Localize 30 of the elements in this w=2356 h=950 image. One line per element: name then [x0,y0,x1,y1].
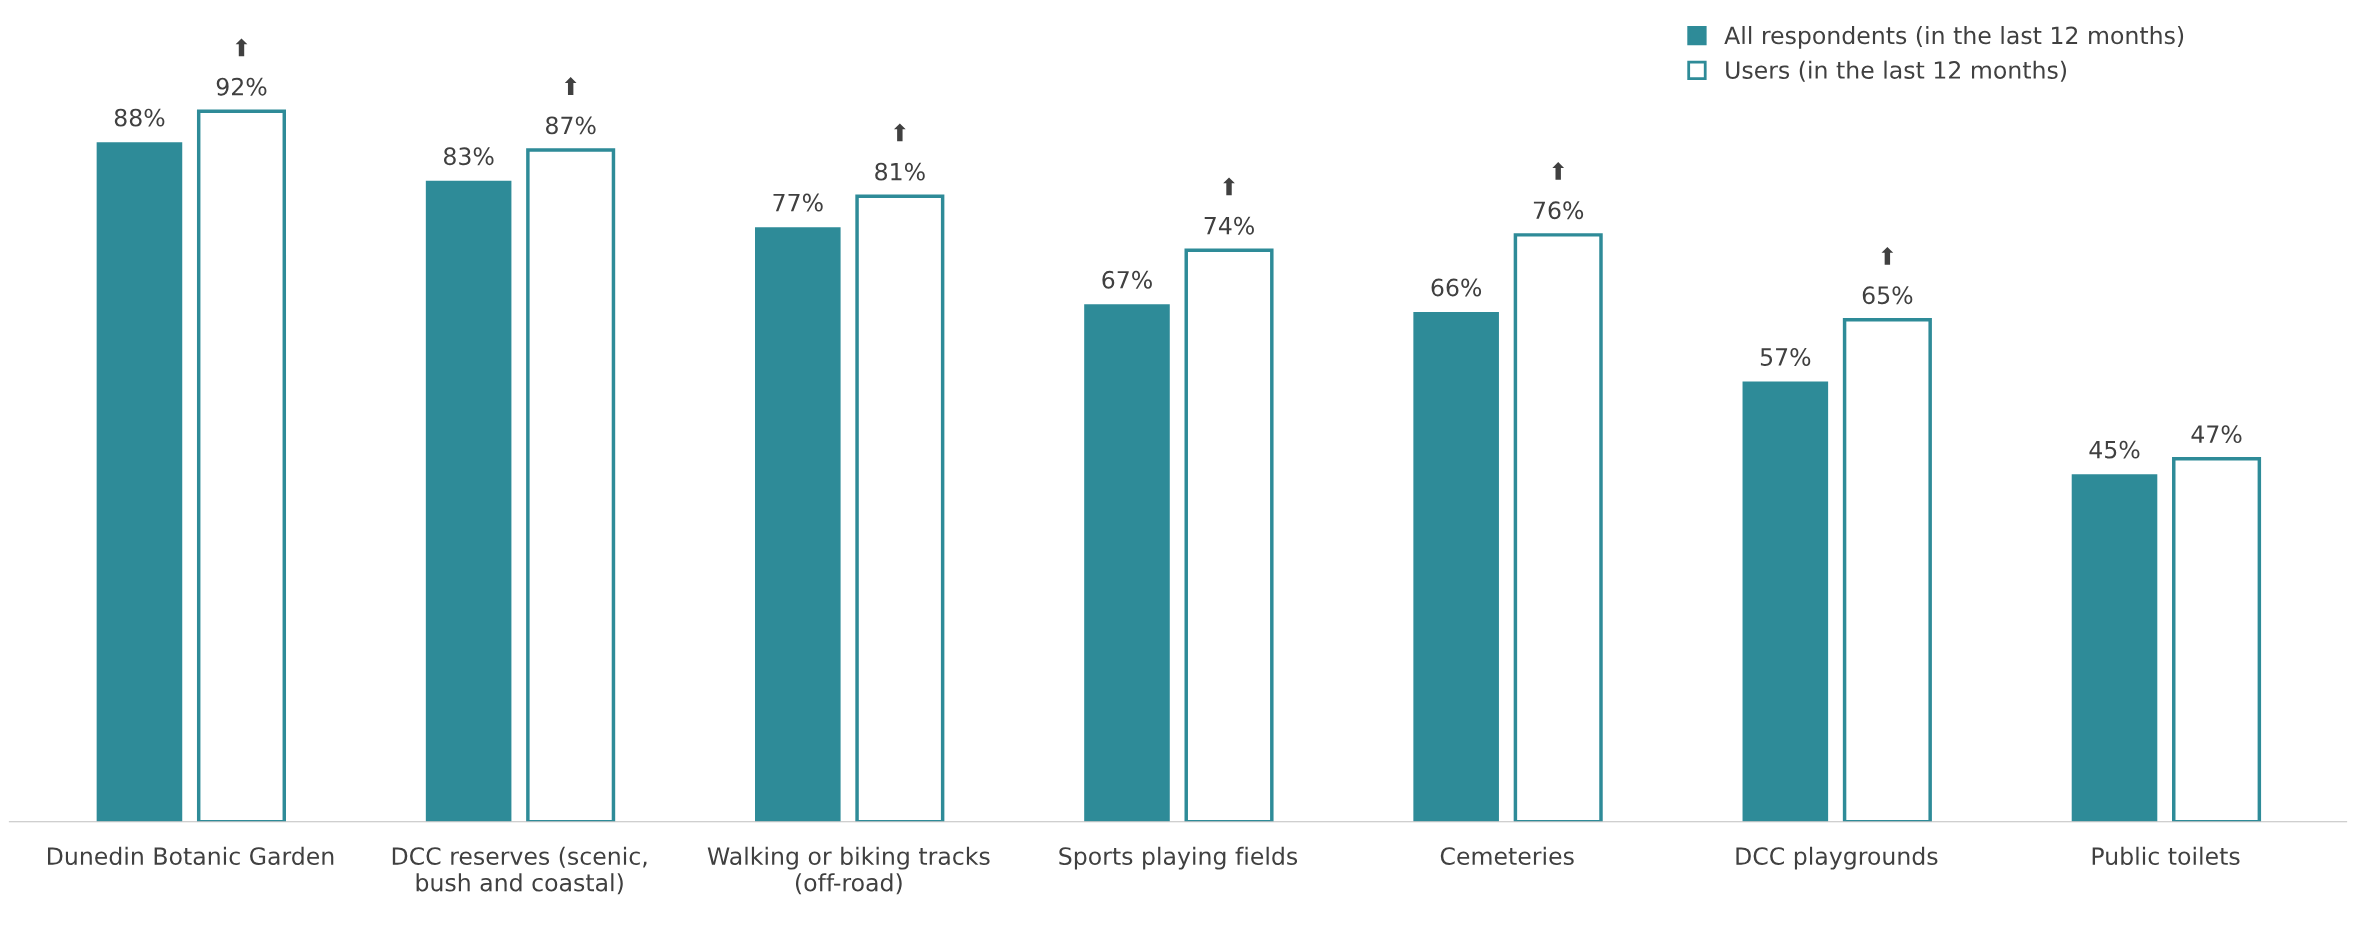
data-label: 66% [1431,278,1482,297]
data-label: 45% [2089,440,2140,459]
data-label: ⬆ 74% [1204,177,1254,235]
data-label: 88% [114,108,165,127]
data-label: ⬆ 65% [1862,246,1913,305]
x-tick-label: Cemeteries [1440,846,1574,866]
bar [2071,474,2158,822]
bar [96,142,183,822]
data-label: 67% [1102,270,1152,289]
data-label: ⬆ 87% [546,77,596,135]
data-label: 47% [2191,425,2242,444]
bar [755,227,841,822]
data-label: 57% [1760,348,1811,366]
bar [1413,312,1499,822]
x-tick-label: Dunedin Botanic Garden [48,846,334,866]
bar [1742,381,1829,822]
x-tick-label: DCC reserves (scenic, bush and coastal) [392,846,647,895]
legend-label: All respondents (in the last 12 months) [1724,26,2184,49]
bar [425,180,512,822]
x-tick-label: Public toilets [2092,846,2240,866]
data-label: ⬆ 81% [875,123,925,181]
data-label: 77% [773,193,823,212]
x-tick-label: DCC playgrounds [1736,846,1938,870]
x-tick-label: Walking or biking tracks (off-road) [707,846,990,895]
x-tick-label: Sports playing fields [1059,846,1298,870]
data-label: 83% [443,147,494,166]
data-label: ⬆ 76% [1533,162,1584,220]
legend-label: Users (in the last 12 months) [1726,60,2066,82]
bar [1084,304,1170,822]
data-label: ⬆ 92% [216,38,267,96]
